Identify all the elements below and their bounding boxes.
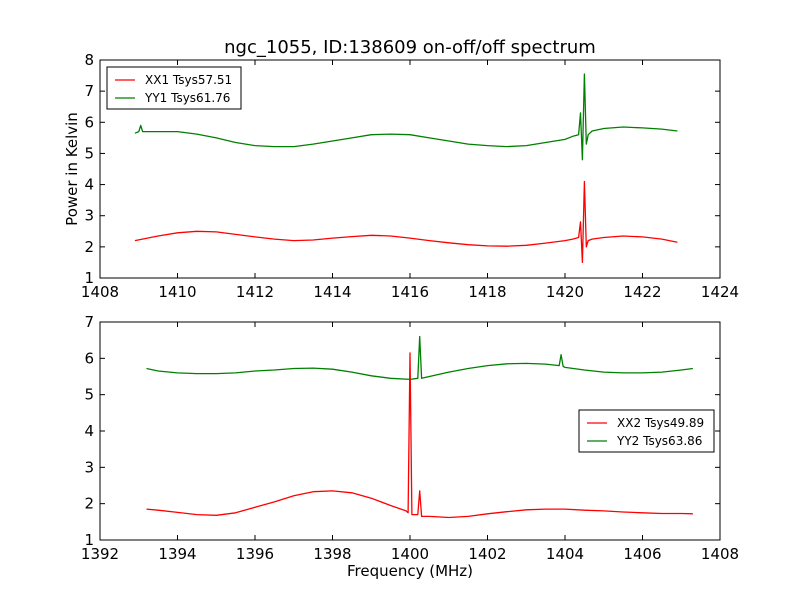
bottom-x-tick-label: 1394	[158, 545, 196, 563]
bottom-y-tick-label: 7	[84, 313, 94, 331]
top-x-tick-label: 1416	[391, 283, 429, 301]
bottom-y-tick-label: 1	[84, 531, 94, 549]
top-legend-entry: YY1 Tsys61.76	[144, 91, 230, 105]
top-x-tick-label: 1424	[701, 283, 739, 301]
bottom-y-tick-label: 3	[84, 458, 94, 476]
top-x-tick-label: 1410	[158, 283, 196, 301]
top-legend-entry: XX1 Tsys57.51	[145, 73, 232, 87]
bottom-y-tick-label: 5	[84, 386, 94, 404]
top-y-tick-label: 2	[84, 238, 94, 256]
top-legend-box	[106, 66, 242, 110]
top-x-tick-label: 1420	[546, 283, 584, 301]
bottom-series-xx-line	[146, 352, 693, 519]
bottom-x-tick-label: 1402	[468, 545, 506, 563]
bottom-y-tick-label: 6	[84, 349, 94, 367]
top-x-tick-label: 1422	[623, 283, 661, 301]
top-y-tick-label: 5	[84, 144, 94, 162]
top-y-axis-label: Power in Kelvin	[63, 112, 81, 226]
top-y-tick-label: 4	[84, 176, 94, 194]
top-y-tick-label: 1	[84, 269, 94, 287]
top-x-tick-label: 1414	[313, 283, 351, 301]
bottom-x-axis-label: Frequency (MHz)	[347, 562, 473, 580]
top-series-xx-line	[134, 180, 678, 264]
top-y-tick-label: 6	[84, 113, 94, 131]
subplot-top: 1408 1410 1412 1414 1416 1418 1420 1422 1424 1 2 3 4…	[63, 51, 739, 301]
bottom-x-tick-label: 1408	[701, 545, 739, 563]
top-y-tick-label: 3	[84, 207, 94, 225]
bottom-y-tick-label: 2	[84, 495, 94, 513]
top-x-tick-label: 1418	[468, 283, 506, 301]
bottom-legend-box	[578, 409, 715, 453]
subplot-bottom: 1392 1394 1396 1398 1400 1402 1404 1406 1408 1 2 3 4…	[81, 313, 739, 580]
top-y-tick-label: 7	[84, 82, 94, 100]
bottom-legend-entry: YY2 Tsys63.86	[616, 434, 702, 448]
top-y-tick-label: 8	[84, 51, 94, 69]
bottom-y-tick-label: 4	[84, 422, 94, 440]
top-x-tick-label: 1408	[81, 283, 119, 301]
bottom-series-yy-line	[146, 335, 693, 381]
bottom-x-tick-label: 1392	[81, 545, 119, 563]
bottom-x-tick-label: 1398	[313, 545, 351, 563]
top-series-yy-line	[134, 73, 678, 161]
bottom-x-tick-label: 1404	[546, 545, 584, 563]
bottom-x-tick-label: 1400	[391, 545, 429, 563]
top-x-tick-label: 1412	[236, 283, 274, 301]
bottom-legend: XX2 Tsys49.89 YY2 Tsys63.86	[578, 409, 715, 453]
bottom-x-tick-label: 1396	[236, 545, 274, 563]
chart-title: ngc_1055, ID:138609 on-off/off spectrum	[224, 37, 596, 58]
bottom-x-tick-label: 1406	[623, 545, 661, 563]
top-legend: XX1 Tsys57.51 YY1 Tsys61.76	[106, 66, 242, 110]
bottom-legend-entry: XX2 Tsys49.89	[617, 416, 704, 430]
